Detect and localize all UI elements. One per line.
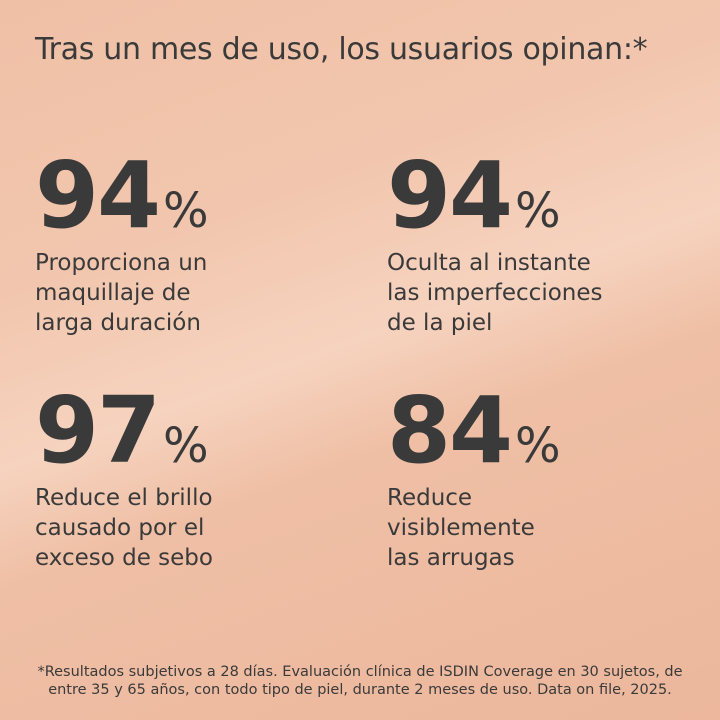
description-line: maquillaje de <box>35 280 191 306</box>
stat-description: Reduce visiblemente las arrugas <box>387 483 717 573</box>
title: Tras un mes de uso, los usuarios opinan:… <box>35 32 648 67</box>
stat: 84% Reduce visiblemente las arrugas <box>387 385 717 573</box>
stat-value: 84 <box>387 377 513 484</box>
stat-number: 84% <box>387 385 717 477</box>
stat-description: Reduce el brillo causado por el exceso de … <box>35 483 365 573</box>
stat-value: 94 <box>387 142 513 249</box>
description-line: las imperfecciones <box>387 280 603 306</box>
stat-unit: % <box>163 183 209 239</box>
stat-value: 97 <box>35 377 161 484</box>
stat-number: 97% <box>35 385 365 477</box>
footnote-line: *Resultados subjetivos a 28 días. Evalua… <box>37 664 683 680</box>
stat-number: 94% <box>35 150 365 242</box>
stat: 97% Reduce el brillo causado por el exceso … <box>35 385 365 573</box>
stat-description: Proporciona un maquillaje de larga duració… <box>35 248 365 338</box>
footnote: *Resultados subjetivos a 28 días. Evalua… <box>0 663 720 699</box>
stat-number: 94% <box>387 150 717 242</box>
stat-unit: % <box>515 418 561 474</box>
description-line: larga duración <box>35 310 201 336</box>
description-line: las arrugas <box>387 545 515 571</box>
description-line: Proporciona un <box>35 250 208 276</box>
description-line: visiblemente <box>387 515 535 541</box>
footnote-line: entre 35 y 65 años, con todo tipo de pie… <box>48 682 672 698</box>
stat: 94% Oculta al instante las imperfecciones d… <box>387 150 717 338</box>
description-line: de la piel <box>387 310 493 336</box>
stat-value: 94 <box>35 142 161 249</box>
description-line: Reduce el brillo <box>35 485 213 511</box>
stat-description: Oculta al instante las imperfecciones de l… <box>387 248 717 338</box>
stat: 94% Proporciona un maquillaje de larga dura… <box>35 150 365 338</box>
description-line: Reduce <box>387 485 473 511</box>
description-line: exceso de sebo <box>35 545 213 571</box>
stat-unit: % <box>515 183 561 239</box>
description-line: Oculta al instante <box>387 250 591 276</box>
stat-unit: % <box>163 418 209 474</box>
description-line: causado por el <box>35 515 205 541</box>
